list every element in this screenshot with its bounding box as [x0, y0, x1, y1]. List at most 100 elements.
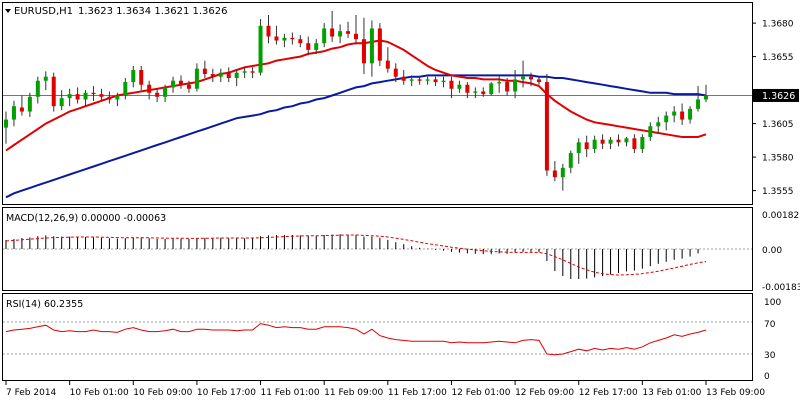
candle-body: [688, 108, 693, 120]
candle: [592, 135, 597, 154]
candle: [624, 137, 629, 147]
candle: [115, 92, 120, 107]
candle-body: [67, 94, 72, 99]
candle-body: [298, 39, 303, 44]
candle: [274, 25, 279, 45]
candle-body: [696, 99, 701, 109]
candle-body: [330, 28, 335, 37]
candle: [529, 72, 533, 87]
candle-body: [385, 60, 390, 69]
candle: [656, 116, 661, 133]
candle: [680, 103, 685, 125]
candle: [513, 70, 518, 99]
time-axis-label: 12 Feb 09:00: [515, 388, 574, 398]
candle-body: [163, 87, 168, 97]
candle: [155, 88, 160, 103]
candle: [608, 137, 613, 150]
candle: [91, 86, 96, 101]
price-tick-label: 1.3605: [762, 120, 794, 130]
candle-body: [250, 71, 255, 73]
candle-body: [43, 76, 48, 81]
candle-body: [194, 68, 199, 89]
candle-body: [513, 79, 518, 92]
candle-body: [123, 82, 128, 96]
candle: [688, 106, 693, 124]
time-axis: 7 Feb 2014 10 Feb 01:00 10 Feb 09:00 10 Feb…: [5, 381, 765, 398]
candle-body: [274, 36, 279, 41]
candle-body: [393, 68, 398, 77]
candle: [322, 23, 327, 48]
candle-body: [449, 80, 454, 89]
candle: [361, 17, 366, 75]
candle: [194, 63, 199, 92]
candle-body: [322, 28, 327, 44]
candle: [521, 60, 526, 88]
candle: [314, 39, 319, 54]
candle-body: [624, 138, 629, 143]
candle-body: [75, 94, 80, 100]
candle-body: [115, 95, 120, 100]
candle: [163, 84, 168, 103]
candle-body: [314, 43, 319, 50]
candle-body: [616, 139, 621, 143]
candle: [99, 88, 104, 101]
price-tick-label: 1.3655: [762, 53, 794, 63]
candle: [552, 161, 557, 182]
candle: [544, 74, 549, 176]
candle-body: [505, 82, 510, 92]
candle-body: [234, 72, 239, 79]
candle-body: [361, 39, 366, 64]
candle-body: [91, 92, 96, 95]
candle-body: [457, 84, 462, 89]
price-tick-label: 1.3555: [762, 187, 794, 197]
candle-body: [155, 92, 160, 97]
candle: [179, 75, 183, 89]
candle-body: [648, 126, 653, 137]
candle-body: [266, 25, 271, 37]
candle-body: [592, 139, 597, 150]
candle-body: [4, 119, 8, 128]
candle-body: [600, 139, 605, 144]
candle-body: [584, 142, 589, 150]
candle-body: [83, 92, 88, 100]
candle: [425, 76, 430, 85]
candle: [210, 68, 215, 83]
macd-signal-line: [5, 234, 707, 276]
candle: [704, 84, 708, 103]
rsi-tick-0: 0: [764, 372, 770, 382]
candle: [568, 150, 573, 174]
symbol-label: EURUSD,H1: [14, 6, 73, 17]
time-axis-label: 10 Feb 01:00: [70, 388, 129, 398]
candle: [43, 71, 48, 91]
time-axis-label: 13 Feb 09:00: [706, 388, 765, 398]
candle: [330, 11, 335, 42]
candle-body: [171, 80, 176, 88]
candle: [497, 75, 502, 93]
candle: [186, 80, 191, 93]
macd-tick-max: 0.00182: [762, 211, 799, 221]
candle: [536, 76, 541, 85]
macd-tick-min: -0.00183: [762, 283, 800, 293]
candle-body: [536, 79, 541, 83]
candle-body: [433, 79, 438, 83]
candle-body: [147, 84, 152, 93]
price-tick-label: 1.3680: [762, 20, 794, 30]
candle-body: [441, 80, 446, 83]
candle-body: [369, 28, 374, 64]
candle: [51, 72, 56, 112]
time-axis-label: 10 Feb 09:00: [133, 388, 192, 398]
candle: [123, 78, 128, 100]
candle-body: [338, 31, 343, 37]
price-tick-label: 1.3580: [762, 154, 794, 164]
time-axis-label: 13 Feb 01:00: [642, 388, 701, 398]
candle: [576, 138, 581, 164]
candle: [258, 19, 263, 76]
candle: [489, 82, 494, 96]
candle-body: [186, 84, 191, 89]
candle-body: [258, 25, 263, 73]
candle: [433, 76, 438, 87]
candle-body: [704, 95, 708, 100]
candle: [234, 70, 239, 87]
